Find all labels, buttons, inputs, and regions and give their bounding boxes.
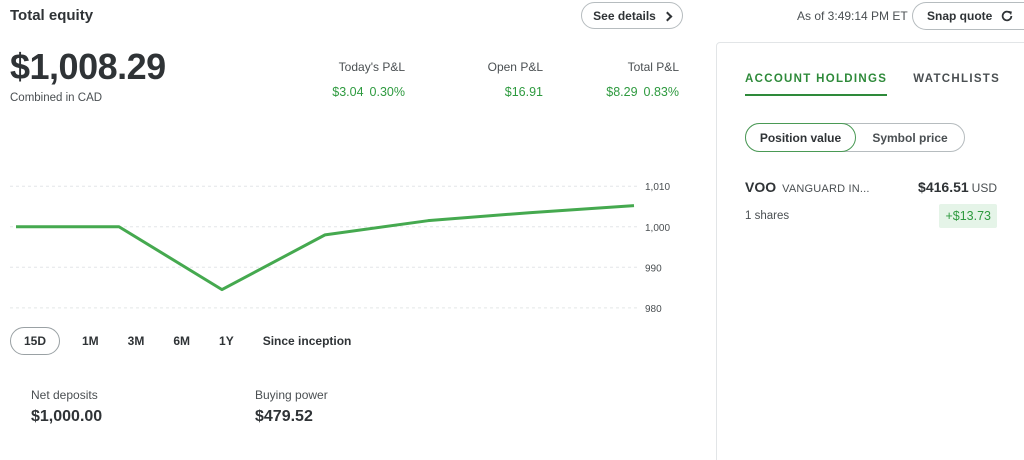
y-tick-label: 1,010 [645,182,670,193]
holding-gain-badge: +$13.73 [939,204,997,228]
y-tick-label: 980 [645,304,662,315]
currency-note: Combined in CAD [10,92,103,104]
total-pnl: Total P&L $8.29 0.83% [606,60,679,99]
y-tick-label: 990 [645,263,662,274]
holdings-panel: ACCOUNT HOLDINGS WATCHLISTS Position val… [716,42,1024,460]
holding-symbol: VOO [745,179,777,195]
holding-shares: 1 shares [745,210,790,222]
net-deposits-label: Net deposits [31,388,98,402]
see-details-label: See details [593,8,656,23]
holding-name: VANGUARD IN... [782,183,870,195]
buying-power: Buying power $479.52 [255,388,328,426]
holding-value: $416.51 [918,179,969,195]
todays-pnl: Today's P&L $3.04 0.30% [332,60,405,99]
see-details-button[interactable]: See details [581,2,683,29]
tab-account-holdings[interactable]: ACCOUNT HOLDINGS [745,73,888,96]
symbol-price-option[interactable]: Symbol price [872,130,948,145]
holding-currency: USD [971,181,997,195]
todays-pnl-label: Today's P&L [338,60,405,74]
chevron-right-icon [662,11,673,21]
period-selector: 15D 1M 3M 6M 1Y Since inception [10,327,380,355]
holding-row[interactable]: VOO VANGUARD IN... $416.51 USD 1 shares +$… [745,179,997,228]
period-1y[interactable]: 1Y [219,334,234,348]
snap-quote-button[interactable]: Snap quote [912,2,1024,30]
net-deposits: Net deposits $1,000.00 [31,388,102,426]
open-pnl: Open P&L $16.91 [488,60,543,99]
period-15d[interactable]: 15D [10,327,60,355]
equity-line-chart[interactable]: 1,010 1,000 990 980 [0,170,690,320]
y-tick-label: 1,000 [645,223,670,234]
total-equity-title: Total equity [10,7,94,24]
as-of-timestamp: As of 3:49:14 PM ET [797,9,908,23]
total-pnl-pct: 0.83% [643,85,679,99]
period-since-inception[interactable]: Since inception [262,334,352,348]
buying-power-label: Buying power [255,388,328,402]
position-value-option[interactable]: Position value [745,123,856,152]
open-pnl-label: Open P&L [487,60,543,74]
open-pnl-amount: $16.91 [504,85,543,99]
period-3m[interactable]: 3M [127,334,145,348]
holdings-tabs: ACCOUNT HOLDINGS WATCHLISTS [745,73,1000,96]
equity-value: $1,008.29 [10,46,166,87]
refresh-icon [1002,10,1013,22]
todays-pnl-amount: $3.04 [332,85,364,99]
value-mode-toggle: Position value Symbol price [745,123,965,152]
total-pnl-amount: $8.29 [606,85,638,99]
total-pnl-label: Total P&L [627,60,679,74]
todays-pnl-pct: 0.30% [369,85,405,99]
net-deposits-value: $1,000.00 [31,408,103,425]
period-1m[interactable]: 1M [82,334,99,348]
equity-series-line [16,204,635,292]
snap-quote-label: Snap quote [927,9,993,23]
tab-watchlists[interactable]: WATCHLISTS [913,73,1001,85]
buying-power-value: $479.52 [255,408,313,425]
period-6m[interactable]: 6M [173,334,191,348]
